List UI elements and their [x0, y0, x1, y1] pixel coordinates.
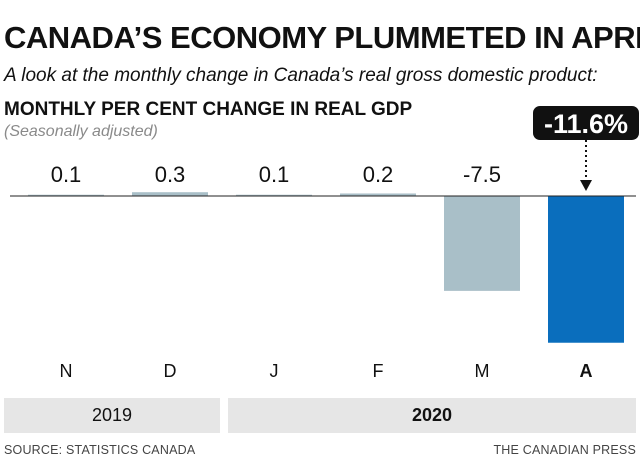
year-label-2019: 2019	[91, 405, 133, 425]
callout-arrow-icon	[580, 180, 592, 191]
bar-chart: N 0.1 D 0.3 J 0.1 F 0.2 M -7.5 A -11.6%	[10, 106, 639, 381]
bar-F	[340, 193, 416, 196]
chart-subtitle: A look at the monthly change in Canada’s…	[4, 65, 598, 86]
month-label-F: F	[373, 361, 384, 381]
chart-heading: MONTHLY PER CENT CHANGE IN REAL GDP	[4, 99, 413, 120]
month-label-A: A	[580, 361, 593, 381]
value-label-N: 0.1	[51, 162, 82, 187]
bar-M	[444, 196, 520, 291]
year-band-2020: 2020	[228, 398, 636, 433]
bar-D	[132, 192, 208, 196]
chart-title: CANADA’S ECONOMY PLUMMETED IN APRIL	[4, 20, 640, 55]
year-label-2020: 2020	[411, 405, 453, 425]
callout-box	[533, 106, 639, 140]
value-label-J: 0.1	[259, 162, 290, 187]
chart-note: (Seasonally adjusted)	[4, 123, 158, 140]
month-label-M: M	[475, 361, 490, 381]
value-label-D: 0.3	[155, 162, 186, 187]
value-label-M: -7.5	[463, 162, 501, 187]
value-label-A: -11.6%	[544, 109, 628, 139]
credit-note: THE CANADIAN PRESS	[493, 443, 636, 457]
month-label-D: D	[164, 361, 177, 381]
year-band-2019: 2019	[4, 398, 220, 433]
source-note: SOURCE: STATISTICS CANADA	[4, 443, 196, 457]
month-label-N: N	[60, 361, 73, 381]
bar-A	[548, 196, 624, 343]
labels-layer: N 0.1 D 0.3 J 0.1 F 0.2 M -7.5 A -11.6%	[51, 106, 639, 381]
month-label-J: J	[270, 361, 279, 381]
value-label-F: 0.2	[363, 162, 394, 187]
bar-N	[28, 194, 104, 196]
bars-layer	[10, 192, 636, 343]
bar-J	[236, 194, 312, 196]
